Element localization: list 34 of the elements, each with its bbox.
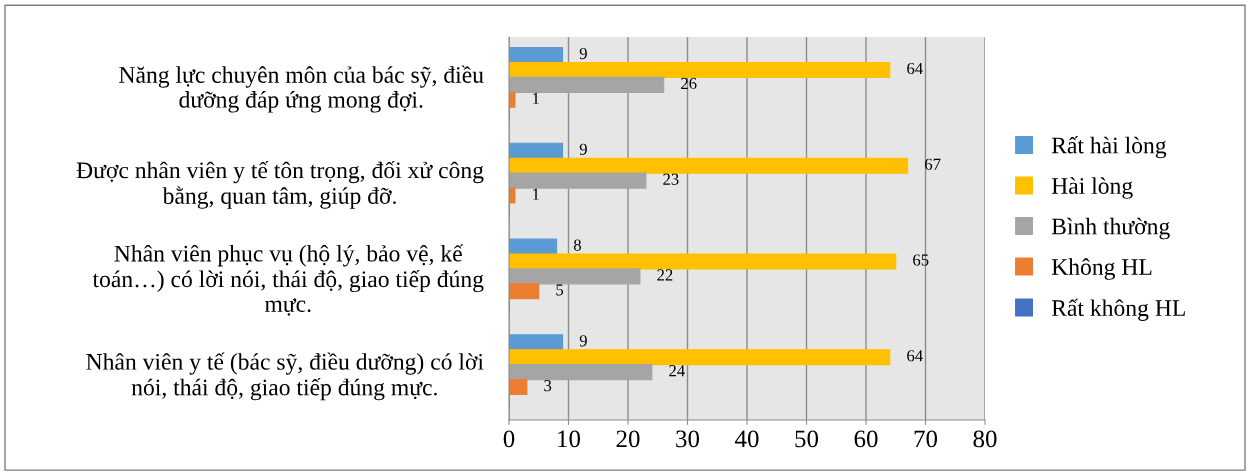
x-tick-label: 70 <box>914 430 938 448</box>
x-tick-label: 50 <box>795 430 819 448</box>
x-tick-label: 80 <box>973 430 997 448</box>
data-label: 1 <box>533 188 539 200</box>
x-tick-label: 40 <box>734 430 759 448</box>
x-tick-label: 0 <box>503 430 515 448</box>
y-tick-label: Năng lực chuyên môn của bác sỹ, điều dưỡng đáp ứng mong đợi. <box>119 65 484 113</box>
legend-label: Hài lòng <box>1051 177 1133 199</box>
y-tick-label: Được nhân viên y tế tôn trọng, đối xử công bằng, quan tâm, giúp đỡ. <box>76 160 484 209</box>
data-label: 9 <box>579 47 587 60</box>
data-label: 1 <box>533 92 539 104</box>
data-label: 64 <box>907 62 923 75</box>
x-tick-label: 30 <box>676 430 700 448</box>
legend-label: Không HL <box>1051 258 1152 280</box>
data-label: 3 <box>544 380 552 392</box>
data-label: 67 <box>925 158 941 170</box>
x-tick-label: 10 <box>558 430 581 448</box>
legend-label: Rất không HL <box>1051 298 1185 321</box>
data-label: 22 <box>657 269 673 281</box>
data-label: 24 <box>669 365 685 377</box>
legend-label: Rất hài lòng <box>1051 136 1167 159</box>
x-tick-label: 60 <box>854 430 878 448</box>
data-label: 23 <box>663 173 679 185</box>
data-label: 9 <box>579 143 587 155</box>
y-tick-label: Nhân viên y tế (bác sỹ, điều dưỡng) có lời nói, thái độ, giao tiếp đúng mực. <box>86 352 484 401</box>
data-label: 8 <box>573 239 581 251</box>
data-label: 9 <box>579 335 587 347</box>
legend-label: Bình thường <box>1051 217 1170 240</box>
data-label: 65 <box>913 254 929 266</box>
data-label: 5 <box>556 284 564 296</box>
data-label: 64 <box>907 350 923 362</box>
data-label: 26 <box>681 77 697 90</box>
y-tick-label: Nhân viên phục vụ (hộ lý, bảo vệ, kế toán…) có lời nói, thái độ, giao tiếp đúng mực. <box>92 244 484 316</box>
x-tick-label: 20 <box>616 430 640 448</box>
